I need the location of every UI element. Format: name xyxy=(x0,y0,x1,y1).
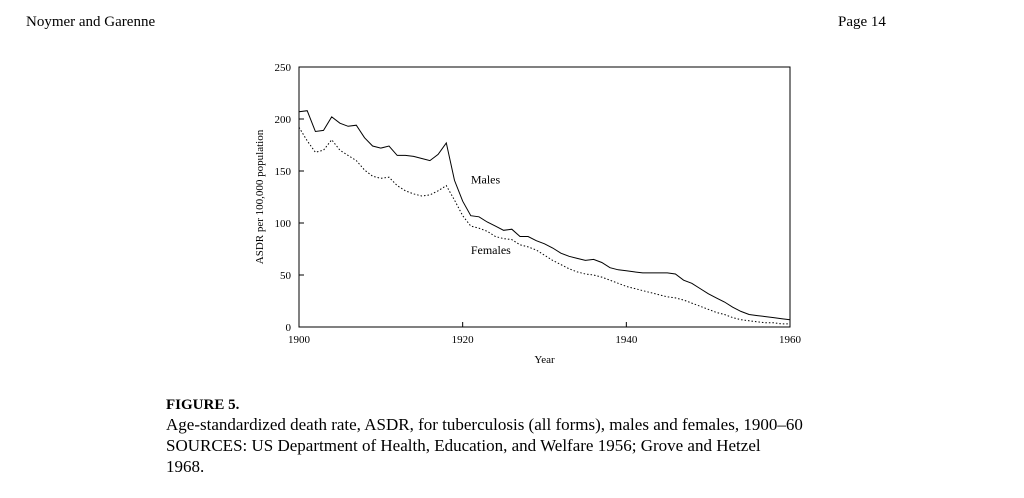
series-lines xyxy=(298,110,791,325)
y-tick-label: 150 xyxy=(275,166,292,178)
page-number: Page 14 xyxy=(838,14,886,30)
series-line-females xyxy=(298,127,790,325)
series-label-females: Females xyxy=(471,243,511,257)
tb-death-rate-line-chart: 1900 1920 1940 1960 0 50 100 150 200 250 Year AS… xyxy=(250,58,810,370)
x-tick-label: 1900 xyxy=(288,334,311,346)
running-header-authors: Noymer and Garenne xyxy=(26,14,156,30)
x-tick-label: 1940 xyxy=(615,334,638,346)
plot-frame xyxy=(298,66,791,328)
y-tick-label: 200 xyxy=(275,114,292,126)
figure-caption-line: 1968. xyxy=(166,457,205,476)
series-label-males: Males xyxy=(471,172,501,186)
y-axis-label: ASDR per 100,000 population xyxy=(254,129,266,264)
x-tick-label: 1960 xyxy=(779,334,802,346)
chart-canvas: 1900 1920 1940 1960 0 50 100 150 200 250 Year AS… xyxy=(254,62,802,366)
y-tick-label: 250 xyxy=(275,62,292,74)
figure-caption-line: SOURCES: US Department of Health, Educat… xyxy=(166,436,761,455)
y-tick-label: 100 xyxy=(275,218,292,230)
y-tick-label: 0 xyxy=(286,322,292,334)
figure-caption-title: FIGURE 5. xyxy=(166,397,240,413)
x-axis-label: Year xyxy=(534,354,555,366)
x-axis-ticks: 1900 1920 1940 1960 xyxy=(288,322,802,346)
x-tick-label: 1920 xyxy=(452,334,475,346)
figure-caption-line: Age-standardized death rate, ASDR, for t… xyxy=(166,415,803,434)
y-axis-ticks: 0 50 100 150 200 250 xyxy=(275,62,304,334)
y-tick-label: 50 xyxy=(280,270,292,282)
series-line-males xyxy=(298,110,791,321)
figure-caption: FIGURE 5. Age-standardized death rate, A… xyxy=(166,396,906,477)
